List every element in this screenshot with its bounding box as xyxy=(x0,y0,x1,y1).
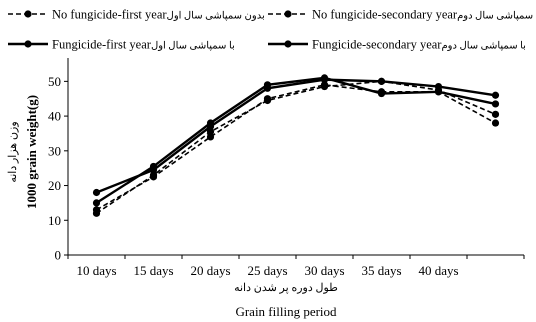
legend-label: Fungicide-secondary yearبا سمپاشی سال دو… xyxy=(312,38,526,52)
axes: 0 10 20 30 40 50 10 days 15 days 20 days 25 days 3… xyxy=(48,58,525,278)
data-point xyxy=(92,199,101,207)
legend-label-persian: بدون سمپاشی سال اول xyxy=(167,11,265,22)
legend-label-english: Fungicide-secondary year xyxy=(312,38,442,52)
legend-item-3: Fungicide-first yearبا سمپاشی سال اول xyxy=(8,38,235,52)
x-axis-label: Grain filling period xyxy=(235,304,337,319)
x-tick-label: 25 days xyxy=(247,263,287,278)
x-tick-label: 15 days xyxy=(133,263,173,278)
legend-label-persian: با سمپاشی سال اول xyxy=(151,41,235,52)
data-point xyxy=(377,77,386,85)
data-point xyxy=(491,91,500,99)
data-point xyxy=(149,166,158,174)
x-tick-label: 40 days xyxy=(418,263,458,278)
legend-label: No fungicide-first yearبدون سمپاشی سال ا… xyxy=(52,8,265,22)
legend-swatch-marker xyxy=(24,10,32,18)
legend-item-2: No fungicide-secondary yearبدون سمپاشی س… xyxy=(268,8,536,22)
x-tick-label: 30 days xyxy=(304,263,344,278)
x-tick-label: 20 days xyxy=(190,263,230,278)
y-axis-label-persian: وزن هزار دانه xyxy=(7,121,19,182)
data-point xyxy=(434,88,443,96)
data-point xyxy=(263,96,272,105)
data-point xyxy=(92,209,101,217)
series-line xyxy=(95,76,496,204)
legend-swatch-marker xyxy=(24,40,32,48)
data-point xyxy=(206,122,215,131)
series-line xyxy=(96,78,496,194)
data-point xyxy=(92,188,101,197)
series-line xyxy=(96,80,496,214)
x-tick-label: 10 days xyxy=(76,263,116,278)
legend-swatch-marker xyxy=(284,40,292,48)
series-2 xyxy=(92,77,500,217)
legend-label-english: No fungicide-first year xyxy=(52,8,167,22)
x-tick-label: 35 days xyxy=(361,263,401,278)
data-point xyxy=(491,119,500,127)
legend-label: Fungicide-first yearبا سمپاشی سال اول xyxy=(52,38,235,52)
data-point xyxy=(491,110,500,118)
data-point xyxy=(320,82,329,91)
series-line xyxy=(96,84,496,211)
data-point xyxy=(263,84,272,92)
data-point xyxy=(206,128,215,136)
legend: No fungicide-first yearبدون سمپاشی سال ا… xyxy=(8,8,536,52)
y-tick-label: 0 xyxy=(55,248,62,263)
data-point xyxy=(320,76,329,84)
legend-label-english: Fungicide-first year xyxy=(52,38,152,52)
legend-label-persian: با سمپاشی سال دوم xyxy=(441,41,525,52)
y-tick-label: 30 xyxy=(48,143,61,158)
y-tick-label: 50 xyxy=(48,74,61,89)
legend-label-english: No fungicide-secondary year xyxy=(312,8,458,22)
data-point xyxy=(149,171,158,179)
y-axis-label: 1000 grain weight(g) xyxy=(24,95,39,209)
legend-label: No fungicide-secondary yearبدون سمپاشی س… xyxy=(312,8,536,22)
data-point xyxy=(377,89,386,98)
series-4 xyxy=(92,76,500,197)
legend-item-4: Fungicide-secondary yearبا سمپاشی سال دو… xyxy=(268,38,526,52)
data-point xyxy=(434,82,443,91)
legend-label-persian: بدون سمپاشی سال دوم xyxy=(457,11,536,22)
series-1 xyxy=(92,81,500,214)
data-point xyxy=(491,100,500,108)
legend-swatch-marker xyxy=(284,10,292,18)
legend-item-1: No fungicide-first yearبدون سمپاشی سال ا… xyxy=(8,8,265,22)
series-group xyxy=(92,74,500,217)
data-point xyxy=(206,133,215,141)
y-tick-label: 10 xyxy=(48,213,61,228)
y-tick-label: 20 xyxy=(48,178,61,193)
y-tick-label: 40 xyxy=(48,109,61,124)
x-axis-label-persian: طول دوره پر شدن دانه xyxy=(234,282,338,294)
